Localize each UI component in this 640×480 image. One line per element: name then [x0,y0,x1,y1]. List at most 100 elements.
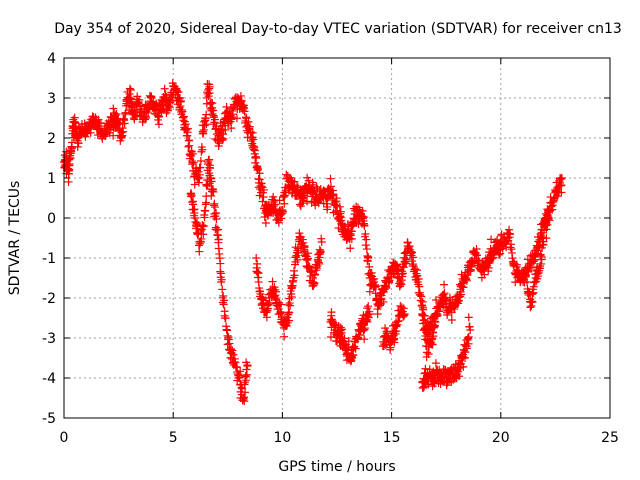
data-point [219,134,228,143]
x-tick-label: 10 [273,430,291,446]
data-point [228,346,237,355]
data-point [343,349,352,358]
data-point [310,278,319,287]
data-point [189,158,198,167]
data-point [280,332,289,341]
data-point [300,247,309,256]
data-point [163,106,172,115]
data-point [217,275,226,284]
data-point [249,142,258,151]
data-point [277,308,286,317]
data-point [126,85,135,94]
data-point [398,269,407,278]
data-point [109,104,118,113]
data-point [293,255,302,264]
axis-ticks: 0 5 10 15 20 25 -5 -4 -3 -2 -1 0 1 2 3 4 [42,51,619,446]
y-tick-label: -1 [42,251,56,267]
data-point [362,245,371,254]
y-tick-label: 1 [47,171,56,187]
data-point [119,114,128,123]
data-point [214,235,223,244]
data-point [65,165,74,174]
data-point [112,110,121,118]
data-point [287,292,296,301]
data-point [200,213,209,222]
data-point [365,262,374,271]
data-point [246,128,255,137]
data-point [264,211,273,220]
data-point [455,372,464,381]
data-point [407,248,416,257]
data-point [219,291,228,300]
data-point [142,114,151,123]
data-point [494,250,503,259]
data-point [464,339,473,348]
data-point [466,326,475,334]
data-point [240,397,249,406]
data-point [229,350,238,359]
data-point [185,141,194,150]
data-point [418,311,427,320]
data-point [202,120,211,129]
data-point [125,84,134,93]
data-point [271,200,280,209]
data-point [440,289,449,298]
data-point [255,175,264,184]
data-point [274,216,283,225]
data-point [192,228,201,237]
data-point [453,298,462,306]
data-point [293,181,302,190]
data-point [130,106,139,115]
y-tick-label: -2 [42,291,56,307]
data-point [253,259,262,268]
data-point [221,125,230,134]
data-point [199,222,208,230]
data-point [431,359,440,368]
data-point [119,127,128,136]
data-point [431,318,440,326]
data-point [210,199,219,208]
data-point [205,89,214,98]
data-point [362,235,371,244]
data-point [400,310,409,318]
data-point [254,269,263,278]
data-point [414,274,423,283]
x-tick-label: 20 [492,430,510,446]
data-point [304,176,313,185]
data-point [390,335,399,344]
data-point [327,308,336,317]
data-point [346,244,355,253]
data-point [361,230,370,238]
data-point [429,332,438,341]
data-point [382,327,391,336]
data-point [459,352,468,361]
x-tick-label: 0 [60,430,69,446]
data-point [433,311,442,320]
data-point [222,103,231,112]
data-point [557,188,566,197]
x-tick-label: 25 [601,430,619,446]
data-point [220,307,229,316]
data-point [365,310,374,318]
data-point [290,177,299,186]
data-point [236,367,245,376]
data-point [527,263,536,272]
data-points [60,79,566,406]
data-point [237,96,246,105]
data-point [261,218,270,227]
data-point [323,202,332,211]
data-point [326,182,335,191]
data-point [417,292,426,301]
data-point [293,244,302,253]
data-point [443,310,452,319]
data-point [360,213,369,222]
data-point [227,124,236,133]
data-point [464,332,473,341]
data-point [512,260,521,269]
data-point [412,266,421,275]
data-point [203,180,212,189]
data-point [392,261,401,270]
data-point [493,235,502,244]
data-point [419,316,428,325]
data-point [196,156,205,165]
